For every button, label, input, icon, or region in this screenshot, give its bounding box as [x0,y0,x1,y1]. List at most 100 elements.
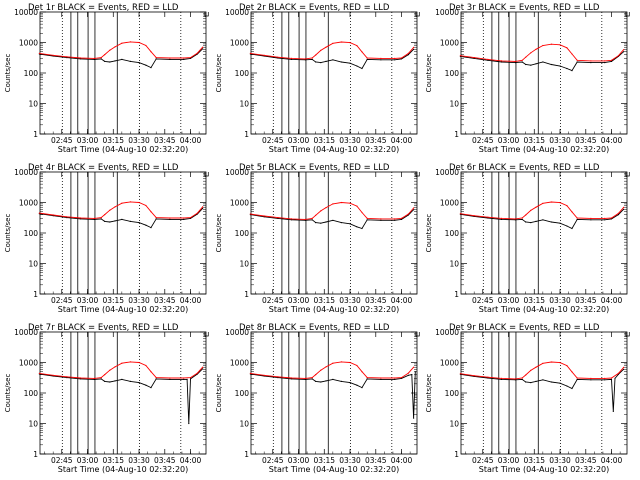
series-lld-point [315,54,317,56]
series-lld-point [138,41,140,44]
series-events-point [550,381,553,383]
y-tick-label: 10 [449,420,459,429]
series-lld-point [576,59,578,61]
series-events-point [114,60,116,62]
series-lld-point [559,44,561,46]
series-lld-point [196,52,198,54]
series-events-point [291,219,293,221]
series-lld-point [617,55,620,57]
series-events-point [501,218,503,220]
series-events-point [155,218,157,220]
y-tick-label: 10000 [225,328,249,337]
series-lld-point [150,51,152,53]
series-lld-point [315,374,317,376]
y-tick-label: 10000 [435,328,459,337]
series-events-point [356,226,358,228]
x-tick-label: 03:30 [128,296,150,305]
series-events-point [590,62,592,64]
series-events-point [155,378,157,380]
y-tick-label: 10 [449,100,459,109]
series-lld-point [407,52,409,55]
interval-bracket [415,332,420,337]
x-tick-label: 03:15 [313,456,335,465]
series-lld-point [535,206,537,208]
series-lld-line [39,201,203,219]
series-events-point [550,221,553,223]
series-events-point [100,378,102,380]
series-events-point [304,378,306,380]
x-tick-label: 04:00 [601,456,623,465]
series-lld-point [623,206,625,208]
series-events-point [542,379,544,381]
series-lld-point [155,57,157,59]
x-tick-label: 03:00 [498,296,520,305]
series-events-point [525,63,527,66]
series-lld-point [576,377,578,379]
series-events-point [566,385,568,387]
interval-bracket [204,332,209,337]
x-tick-label: 03:15 [102,136,124,145]
x-tick-label: 03:15 [523,296,545,305]
y-tick-label: 1 [244,130,249,139]
series-lld-point [311,57,313,59]
series-lld-point [610,377,613,379]
x-tick-label: 03:45 [154,456,176,465]
series-events-line [39,208,203,229]
series-lld-point [487,58,489,61]
x-tick-label: 03:30 [339,456,361,465]
series-events-point [501,378,503,380]
series-events-point [617,214,620,216]
series-events-point [380,219,382,221]
interval-bracket [415,12,420,17]
series-lld-point [277,376,279,378]
series-lld-point [530,369,532,371]
series-lld-point [530,209,532,211]
series-lld-point [311,377,313,379]
series-lld-point [129,41,131,43]
series-lld-point [66,216,68,218]
panel-det-8: Det 8r BLACK = Events, RED = LLD 1 10 100 10… [215,323,420,474]
series-events-line [250,371,416,419]
series-lld-point [400,57,403,59]
series-events-point [361,387,363,389]
series-lld-point [590,60,592,62]
series-lld-point [183,57,185,59]
series-events-line [250,209,414,230]
series-events-point [590,379,592,381]
series-lld-point [400,377,403,379]
series-lld-point [394,218,396,220]
x-axis-label: Start Time (04-Aug-10 02:32:20) [269,305,400,314]
series-events-point [189,378,192,380]
series-lld-point [196,372,198,374]
series-lld-point [93,57,95,60]
series-lld-point [407,372,409,374]
series-lld-point [100,217,102,219]
series-lld-point [366,57,368,59]
series-lld-point [93,217,95,219]
series-lld-point [138,201,140,204]
y-tick-label: 10 [28,100,38,109]
series-events-point [514,62,517,64]
series-events-point [514,219,517,221]
series-lld-point [501,60,503,62]
series-lld-line [460,43,624,62]
x-tick-label: 03:30 [128,136,150,145]
series-lld-line [250,361,414,379]
panel-title: Det 5r BLACK = Events, RED = LLD [239,163,390,173]
series-events-point [559,222,561,224]
series-lld-point [291,218,293,220]
series-lld-point [104,214,106,216]
series-lld-point [394,377,396,379]
series-lld-point [121,362,123,364]
series-events-point [571,387,573,390]
series-events-point [604,219,606,221]
series-events-point [530,382,532,384]
series-lld-point [566,47,568,49]
panel-title: Det 4r BLACK = Events, RED = LLD [28,163,179,173]
series-events-point [349,382,351,384]
series-events-point [521,218,523,220]
series-events-point [571,227,573,230]
y-tick-label: 100 [24,229,39,238]
series-lld-point [380,57,382,60]
series-lld-point [121,42,123,44]
